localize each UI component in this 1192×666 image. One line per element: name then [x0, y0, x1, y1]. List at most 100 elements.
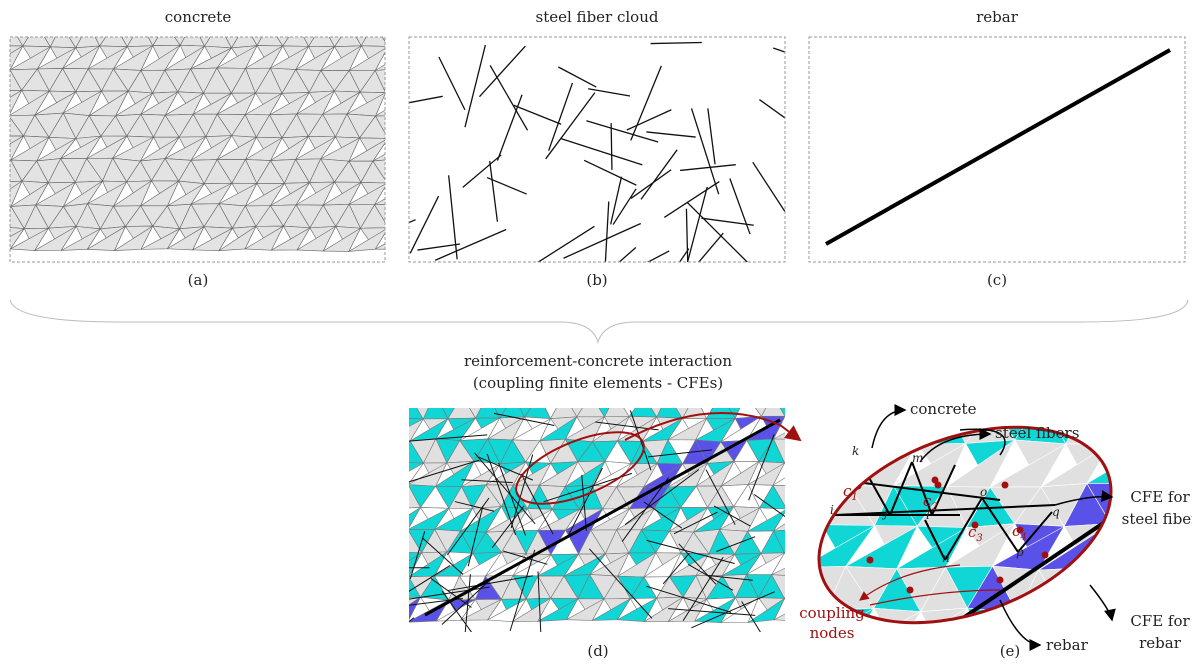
node-label: o: [980, 485, 987, 499]
mesh-element: [1135, 528, 1192, 571]
fiber: [627, 110, 672, 130]
label: concrete: [910, 400, 977, 418]
mesh-element: [127, 23, 153, 46]
fiber-cloud: [356, 42, 827, 308]
mesh-element: [383, 394, 409, 418]
fiber: [611, 177, 622, 225]
label: rebar: [1139, 634, 1182, 652]
mesh-element: [1111, 524, 1160, 571]
mesh-element: [232, 25, 258, 48]
mesh-element: [0, 69, 10, 91]
fiber: [631, 66, 662, 140]
mesh-element: [396, 395, 423, 419]
fiber: [351, 618, 414, 666]
mesh-element: [383, 530, 408, 553]
mesh-element: [785, 416, 814, 439]
fiber: [605, 201, 608, 262]
coupling-node: [867, 557, 874, 564]
mesh-element: [180, 23, 204, 47]
mesh-element: [0, 206, 11, 227]
mesh-element: [1039, 568, 1089, 609]
label: steel fiber: [1122, 510, 1192, 528]
mesh-element: [1114, 571, 1158, 612]
mesh-element: [551, 394, 577, 418]
centroid-label: c1: [843, 482, 858, 503]
mesh-element: [388, 228, 413, 249]
fiber: [417, 244, 460, 250]
concrete-mesh: [0, 23, 414, 252]
mesh-element: [388, 204, 413, 228]
mesh-element: [0, 113, 9, 136]
fiber: [546, 93, 595, 159]
mesh-element: [787, 486, 811, 509]
mesh-element: [383, 485, 409, 509]
mesh-element: [205, 24, 232, 48]
mesh-element: [423, 394, 448, 419]
coupling-node: [1042, 552, 1049, 559]
fiber: [753, 162, 793, 223]
centroid-sub: 3: [976, 533, 982, 544]
rebar-line: [826, 50, 1170, 244]
mesh-element: [361, 23, 388, 46]
mesh-element: [387, 183, 413, 204]
fiber: [463, 155, 501, 187]
mesh-element: [629, 396, 657, 417]
panel-frame: [409, 37, 785, 262]
fiber: [601, 251, 669, 287]
mesh-element: [1086, 400, 1134, 444]
centroid-sub: 4: [1019, 532, 1026, 543]
mesh-element: [309, 24, 335, 46]
fiber: [613, 189, 636, 225]
panel-title: rebar: [976, 8, 1019, 26]
mesh-element: [657, 394, 683, 418]
coupling-node: [907, 587, 914, 594]
fiber: [646, 132, 695, 137]
fiber: [759, 100, 793, 124]
fiber: [631, 170, 671, 199]
interaction-title: (coupling finite elements - CFEs): [473, 374, 723, 392]
mesh-element: [605, 395, 630, 417]
label: steel fibers: [995, 424, 1079, 442]
mesh-element: [153, 25, 181, 46]
caption: (a): [188, 271, 209, 289]
mesh-element: [388, 138, 414, 159]
mesh-element: [784, 553, 813, 576]
mesh-element: [387, 159, 413, 183]
node-label: l: [926, 508, 930, 522]
node-label: i: [830, 503, 834, 517]
mesh-element: [0, 158, 11, 182]
fiber: [678, 233, 723, 287]
fiber: [708, 108, 715, 164]
mesh-element: [1110, 400, 1159, 444]
mesh-element: [1063, 568, 1114, 612]
mesh-element: [1089, 568, 1136, 612]
caption: (c): [987, 271, 1007, 289]
mesh-element: [1160, 441, 1192, 488]
fiber: [410, 196, 438, 253]
fiber: [651, 42, 702, 43]
mesh-element: [1158, 566, 1192, 612]
label: nodes: [810, 624, 855, 642]
brace: [10, 300, 1188, 342]
fiber: [497, 95, 522, 161]
node-label: q: [1052, 505, 1060, 519]
mesh-element: [577, 395, 605, 417]
coupling-node: [932, 477, 939, 484]
mesh-element: [388, 46, 414, 68]
mesh-element: [761, 395, 785, 416]
mesh-element: [283, 25, 309, 47]
mesh-element: [784, 529, 813, 554]
mesh-element: [76, 24, 100, 48]
fiber: [664, 182, 719, 218]
mesh-element: [1134, 400, 1185, 441]
coupled-mesh: [335, 394, 814, 666]
fiber: [657, 249, 688, 295]
mesh-element: [448, 395, 476, 418]
fiber: [680, 165, 736, 171]
caption: (e): [1000, 642, 1021, 660]
mesh-element: [799, 399, 850, 443]
fiber: [773, 48, 827, 66]
label: rebar: [1046, 636, 1089, 654]
mesh-element: [706, 394, 735, 418]
mesh-element: [823, 399, 874, 443]
